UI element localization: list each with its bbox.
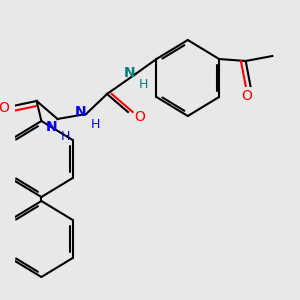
Text: N: N — [46, 120, 58, 134]
Text: N: N — [124, 66, 136, 80]
Text: O: O — [241, 89, 252, 103]
Text: N: N — [75, 105, 86, 119]
Text: H: H — [139, 77, 148, 91]
Text: O: O — [134, 110, 145, 124]
Text: O: O — [0, 101, 9, 115]
Text: H: H — [91, 118, 100, 130]
Text: H: H — [61, 130, 70, 143]
